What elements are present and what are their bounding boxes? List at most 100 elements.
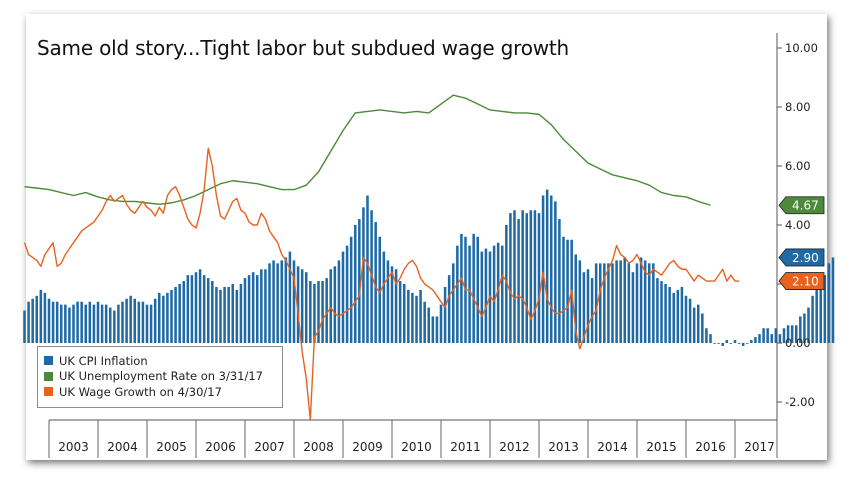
cpi-bars bbox=[23, 189, 835, 346]
cpi-bar bbox=[635, 263, 639, 343]
cpi-bar bbox=[647, 263, 651, 343]
cpi-bar bbox=[280, 260, 284, 343]
cpi-bar bbox=[664, 284, 667, 343]
cpi-bar bbox=[811, 295, 814, 343]
cpi-bar bbox=[456, 245, 459, 343]
cpi-bar bbox=[55, 301, 59, 343]
cpi-bar bbox=[468, 245, 471, 343]
x-tick-label: 2004 bbox=[107, 440, 138, 454]
cpi-bar bbox=[182, 281, 186, 343]
cpi-bar bbox=[639, 257, 643, 343]
value-tag-label: 4.67 bbox=[792, 199, 819, 213]
cpi-bar bbox=[537, 213, 541, 343]
cpi-bar bbox=[374, 222, 377, 343]
cpi-bar bbox=[27, 301, 30, 343]
cpi-bar bbox=[206, 278, 210, 343]
cpi-bar bbox=[333, 266, 337, 343]
cpi-bar bbox=[631, 272, 635, 343]
cpi-bar bbox=[149, 304, 153, 343]
cpi-bar bbox=[615, 260, 618, 343]
cpi-bar bbox=[619, 260, 622, 343]
cpi-bar bbox=[358, 219, 361, 343]
cpi-bar bbox=[672, 292, 676, 343]
cpi-bar bbox=[766, 328, 769, 343]
cpi-bar bbox=[329, 269, 333, 343]
cpi-bar bbox=[729, 343, 733, 344]
cpi-bar bbox=[696, 304, 700, 343]
cpi-bar bbox=[92, 304, 96, 343]
cpi-bar bbox=[741, 343, 745, 346]
cpi-bar bbox=[819, 275, 823, 343]
cpi-bar bbox=[386, 260, 390, 343]
cpi-bar bbox=[84, 304, 88, 343]
cpi-bar bbox=[623, 257, 627, 343]
cpi-bar bbox=[688, 298, 692, 343]
cpi-bar bbox=[517, 219, 520, 343]
cpi-bar bbox=[247, 275, 251, 343]
cpi-bar bbox=[582, 272, 586, 343]
cpi-bar bbox=[509, 213, 512, 343]
value-tag-label: 2.90 bbox=[792, 251, 819, 265]
cpi-bar bbox=[43, 292, 47, 343]
cpi-bar bbox=[484, 248, 488, 343]
cpi-bar bbox=[68, 307, 71, 343]
y-tick-label: -2.00 bbox=[785, 395, 815, 409]
y-tick-label: 4.00 bbox=[785, 218, 811, 232]
y-tick-label: 6.00 bbox=[785, 159, 811, 173]
cpi-bar bbox=[96, 301, 100, 343]
cpi-bar bbox=[656, 278, 659, 343]
cpi-bar bbox=[566, 239, 569, 343]
cpi-bar bbox=[451, 263, 455, 343]
cpi-bar bbox=[382, 251, 386, 343]
x-tick-label: 2014 bbox=[597, 440, 628, 454]
cpi-bar bbox=[353, 225, 357, 343]
cpi-bar bbox=[611, 263, 614, 343]
cpi-bar bbox=[598, 263, 602, 343]
legend-swatch-cpi bbox=[44, 356, 53, 366]
cpi-bar bbox=[705, 328, 708, 343]
cpi-bar bbox=[145, 304, 149, 343]
cpi-bar bbox=[758, 334, 761, 343]
cpi-bar bbox=[419, 289, 422, 343]
cpi-bar bbox=[476, 236, 480, 343]
cpi-bar bbox=[415, 295, 418, 343]
cpi-bar bbox=[59, 304, 63, 343]
cpi-bar bbox=[325, 278, 328, 343]
value-tag-shape bbox=[778, 248, 825, 267]
cpi-bar bbox=[831, 257, 835, 343]
cpi-bar bbox=[660, 281, 663, 343]
cpi-bar bbox=[243, 278, 247, 343]
cpi-bar bbox=[231, 284, 235, 343]
cpi-bar bbox=[76, 301, 79, 343]
cpi-bar bbox=[129, 295, 132, 343]
cpi-bar bbox=[443, 286, 447, 343]
y-tick-label: 0.00 bbox=[785, 336, 811, 350]
cpi-bar bbox=[268, 263, 271, 343]
cpi-bar bbox=[141, 301, 145, 343]
cpi-bar bbox=[108, 307, 112, 343]
cpi-bar bbox=[549, 195, 553, 343]
cpi-bar bbox=[349, 236, 353, 343]
cpi-bar bbox=[113, 310, 116, 343]
legend-label-cpi: UK CPI Inflation bbox=[59, 353, 148, 368]
cpi-bar bbox=[264, 269, 267, 343]
cpi-bar bbox=[574, 254, 578, 343]
cpi-bar bbox=[411, 292, 414, 343]
cpi-bar bbox=[345, 245, 349, 343]
cpi-bar bbox=[782, 328, 786, 343]
cpi-bar bbox=[390, 266, 394, 343]
cpi-bar bbox=[100, 304, 104, 343]
x-tick-label: 2011 bbox=[450, 440, 481, 454]
cpi-bar bbox=[198, 269, 202, 343]
cpi-bar bbox=[394, 269, 398, 343]
x-tick-label: 2015 bbox=[646, 440, 677, 454]
cpi-bar bbox=[378, 236, 382, 343]
cpi-bar bbox=[480, 251, 484, 343]
cpi-bar bbox=[174, 286, 177, 343]
cpi-bar bbox=[215, 286, 218, 343]
cpi-bar bbox=[157, 292, 161, 343]
cpi-bar bbox=[219, 289, 222, 343]
cpi-bar bbox=[337, 260, 341, 343]
cpi-bar bbox=[717, 343, 720, 344]
cpi-bar bbox=[276, 263, 279, 343]
